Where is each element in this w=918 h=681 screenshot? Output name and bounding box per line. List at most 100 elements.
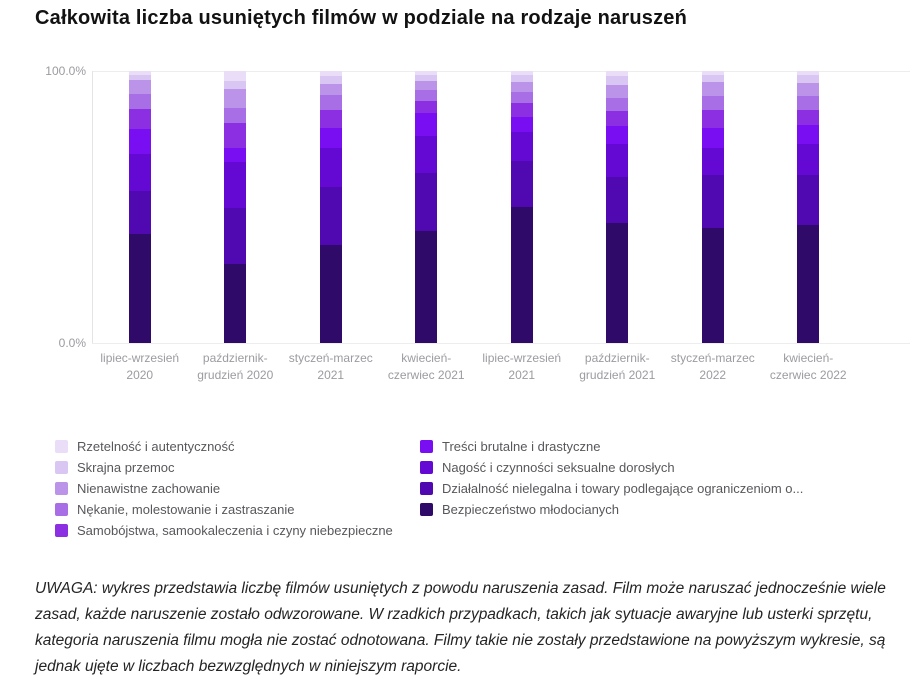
bar-segment[interactable] xyxy=(510,132,533,161)
bar-segment[interactable] xyxy=(128,190,151,235)
bar-segment[interactable] xyxy=(606,97,629,112)
bar-segment[interactable] xyxy=(606,223,629,343)
bar-segment[interactable] xyxy=(510,81,533,92)
legend-item[interactable]: Rzetelność i autentyczność xyxy=(55,436,393,457)
bar-slot xyxy=(379,71,475,343)
bar-segment[interactable] xyxy=(701,109,724,128)
bar-segment[interactable] xyxy=(701,96,724,110)
bar-segment[interactable] xyxy=(319,148,342,187)
stacked-bar[interactable] xyxy=(415,71,438,343)
bar-segment[interactable] xyxy=(224,264,247,343)
bar-segment[interactable] xyxy=(415,172,438,232)
bar-segment[interactable] xyxy=(415,136,438,173)
bar-segment[interactable] xyxy=(128,153,151,191)
bar-segment[interactable] xyxy=(319,83,342,96)
bar-segment[interactable] xyxy=(415,231,438,343)
bar-segment[interactable] xyxy=(701,127,724,149)
legend-label: Nękanie, molestowanie i zastraszanie xyxy=(77,502,295,517)
bar-segment[interactable] xyxy=(128,94,151,110)
bar-segment[interactable] xyxy=(606,126,629,145)
bar-segment[interactable] xyxy=(606,76,629,85)
bar-segment[interactable] xyxy=(415,75,438,81)
bar-segment[interactable] xyxy=(701,175,724,229)
bar-segment[interactable] xyxy=(224,122,247,149)
stacked-bar[interactable] xyxy=(797,71,820,343)
bar-segment[interactable] xyxy=(606,84,629,98)
bar-segment[interactable] xyxy=(128,75,151,80)
bar-slot xyxy=(92,71,188,343)
legend-swatch-icon xyxy=(55,524,68,537)
bar-segment[interactable] xyxy=(797,124,820,144)
y-axis-max-label: 100.0% xyxy=(45,64,86,78)
bar-segment[interactable] xyxy=(415,71,438,76)
legend-item[interactable]: Samobójstwa, samookaleczenia i czyny nie… xyxy=(55,520,393,541)
bar-segment[interactable] xyxy=(319,186,342,246)
legend-item[interactable]: Działalność nielegalna i towary podlegaj… xyxy=(420,478,803,499)
bar-segment[interactable] xyxy=(797,175,820,225)
bar-segment[interactable] xyxy=(606,71,629,77)
legend-item[interactable]: Nękanie, molestowanie i zastraszanie xyxy=(55,499,393,520)
bar-segment[interactable] xyxy=(415,90,438,101)
gridline-100-percent xyxy=(92,71,910,72)
bar-segment[interactable] xyxy=(128,79,151,95)
bar-segment[interactable] xyxy=(224,148,247,163)
legend-item[interactable]: Treści brutalne i drastyczne xyxy=(420,436,803,457)
bar-segment[interactable] xyxy=(606,177,629,224)
stacked-bar[interactable] xyxy=(701,71,724,343)
bar-segment[interactable] xyxy=(415,80,438,91)
bar-segment[interactable] xyxy=(510,75,533,82)
stacked-bar[interactable] xyxy=(224,71,247,343)
legend-item[interactable]: Bezpieczeństwo młodocianych xyxy=(420,499,803,520)
bar-segment[interactable] xyxy=(510,206,533,343)
bar-segment[interactable] xyxy=(510,160,533,207)
bar-segment[interactable] xyxy=(701,228,724,343)
stacked-bar[interactable] xyxy=(319,71,342,343)
bar-segment[interactable] xyxy=(510,91,533,104)
bar-segment[interactable] xyxy=(319,71,342,77)
bar-segment[interactable] xyxy=(415,113,438,137)
bar-segment[interactable] xyxy=(319,95,342,110)
legend-item[interactable]: Nagość i czynności seksualne dorosłych xyxy=(420,457,803,478)
bar-segment[interactable] xyxy=(128,109,151,130)
bar-segment[interactable] xyxy=(128,129,151,154)
stacked-bar[interactable] xyxy=(510,71,533,343)
stacked-bar[interactable] xyxy=(606,71,629,343)
stacked-bar[interactable] xyxy=(128,71,151,343)
bar-segment[interactable] xyxy=(319,109,342,129)
bar-segment[interactable] xyxy=(701,148,724,176)
bar-segment[interactable] xyxy=(319,128,342,149)
bar-segment[interactable] xyxy=(415,100,438,114)
bar-segment[interactable] xyxy=(797,83,820,97)
bar-segment[interactable] xyxy=(128,234,151,343)
bar-segment[interactable] xyxy=(510,71,533,76)
legend-label: Treści brutalne i drastyczne xyxy=(442,439,601,454)
x-tick-label: kwiecień-czerwiec 2021 xyxy=(387,351,465,382)
bar-segment[interactable] xyxy=(797,109,820,125)
bar-segment[interactable] xyxy=(319,245,342,343)
bar-segment[interactable] xyxy=(224,107,247,123)
bar-segment[interactable] xyxy=(606,111,629,127)
bar-segment[interactable] xyxy=(224,162,247,209)
bar-segment[interactable] xyxy=(797,71,820,76)
legend-swatch-icon xyxy=(420,482,433,495)
bar-segment[interactable] xyxy=(128,71,151,76)
bar-segment[interactable] xyxy=(797,224,820,343)
bar-segment[interactable] xyxy=(510,103,533,117)
legend-item[interactable]: Skrajna przemoc xyxy=(55,457,393,478)
bar-segment[interactable] xyxy=(797,75,820,84)
bar-segment[interactable] xyxy=(701,71,724,76)
bar-segment[interactable] xyxy=(224,71,247,81)
bar-segment[interactable] xyxy=(224,80,247,89)
legend-item[interactable]: Nienawistne zachowanie xyxy=(55,478,393,499)
bar-segment[interactable] xyxy=(606,144,629,178)
x-tick-label: styczeń-marzec 2021 xyxy=(288,351,373,382)
bar-segment[interactable] xyxy=(510,116,533,133)
x-axis-tick-labels: lipiec-wrzesień 2020 październik-grudzień … xyxy=(92,350,856,384)
bar-segment[interactable] xyxy=(701,81,724,97)
bar-segment[interactable] xyxy=(224,208,247,265)
bar-segment[interactable] xyxy=(319,76,342,84)
bar-segment[interactable] xyxy=(224,88,247,108)
bar-segment[interactable] xyxy=(797,96,820,110)
bar-segment[interactable] xyxy=(797,143,820,176)
bar-segment[interactable] xyxy=(701,75,724,82)
